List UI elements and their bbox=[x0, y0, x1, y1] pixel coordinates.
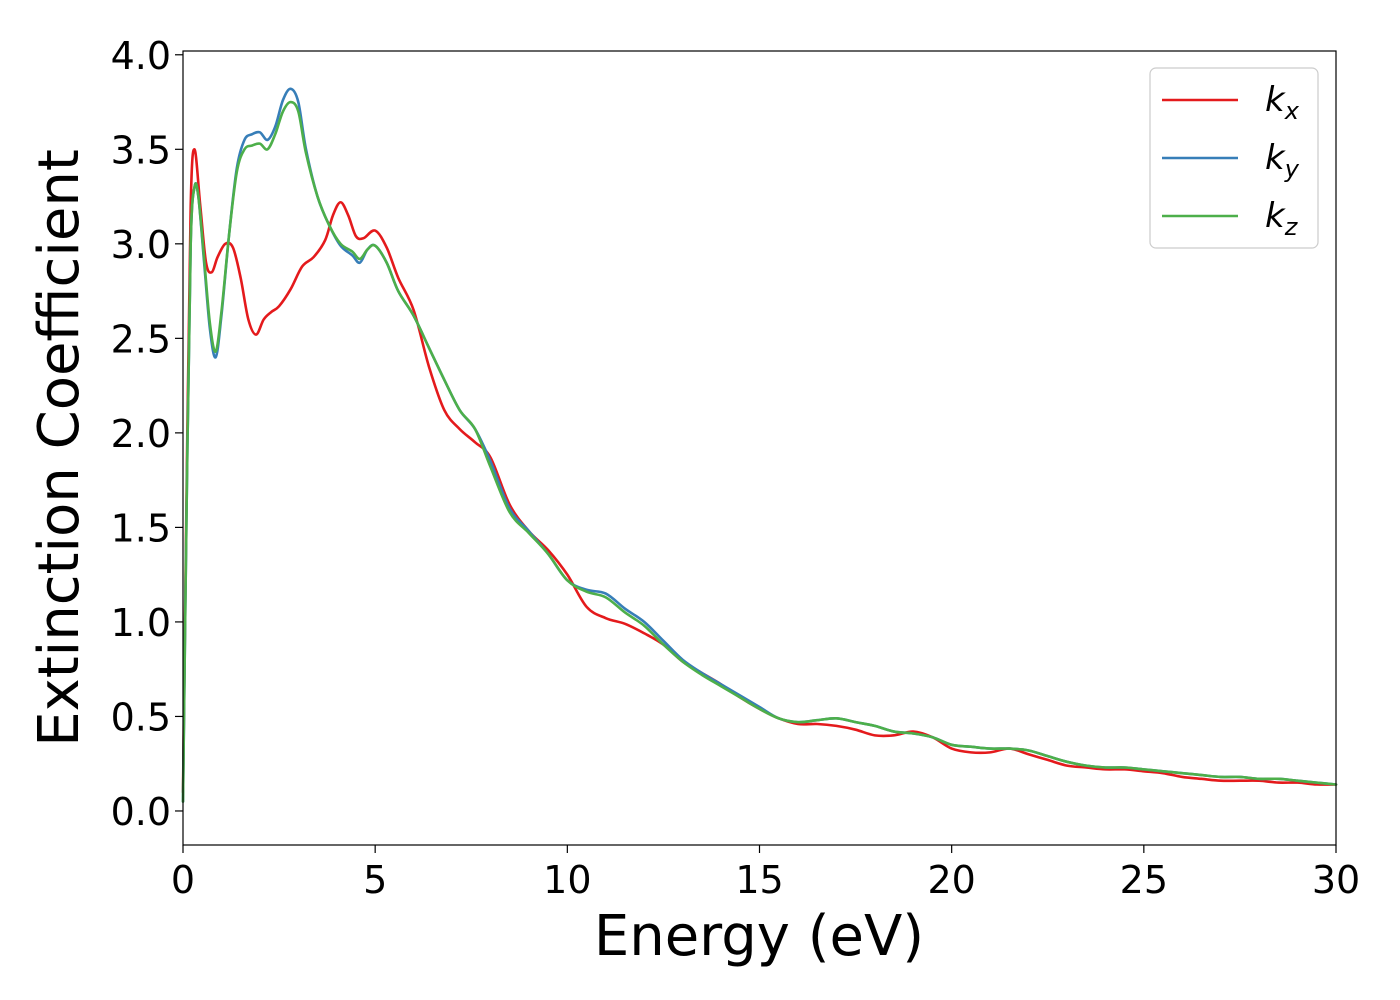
legend-label-kz: kz bbox=[1265, 196, 1299, 241]
legend-label-ky: ky bbox=[1265, 138, 1300, 183]
series-line-kx bbox=[181, 148, 1338, 794]
y-tick-label: 0.0 bbox=[111, 790, 171, 834]
x-tick-label: 10 bbox=[543, 858, 591, 902]
x-tick-label: 0 bbox=[171, 858, 195, 902]
y-tick-label: 0.5 bbox=[111, 695, 171, 739]
y-tick-label: 3.0 bbox=[111, 223, 171, 267]
y-tick-label: 1.0 bbox=[111, 601, 171, 645]
y-tick-label: 1.5 bbox=[111, 506, 171, 550]
y-axis-label: Extinction Coefficient bbox=[27, 149, 92, 747]
y-tick-label: 3.5 bbox=[111, 128, 171, 172]
legend-label-kx: kx bbox=[1265, 80, 1300, 125]
y-tick-label: 4.0 bbox=[111, 34, 171, 78]
series-layer bbox=[181, 87, 1338, 803]
x-tick-label: 20 bbox=[927, 858, 975, 902]
x-tick-label: 25 bbox=[1120, 858, 1168, 902]
legend-label-subscript: y bbox=[1284, 155, 1300, 183]
legend-label-main: k bbox=[1265, 196, 1286, 236]
x-tick-label: 15 bbox=[735, 858, 783, 902]
legend-label-main: k bbox=[1265, 138, 1286, 178]
y-tick-label: 2.0 bbox=[111, 412, 171, 456]
x-tick-label: 30 bbox=[1312, 858, 1360, 902]
legend-label-subscript: z bbox=[1284, 213, 1299, 241]
y-tick-label: 2.5 bbox=[111, 317, 171, 361]
x-axis-label: Energy (eV) bbox=[594, 904, 924, 969]
y-axis-ticks: 0.0 0.5 1.0 1.5 2.0 2.5 3.0 3.5 4.0 bbox=[111, 34, 183, 834]
plot-area bbox=[183, 51, 1336, 845]
legend-label-subscript: x bbox=[1284, 97, 1300, 125]
series-line-kz bbox=[181, 100, 1338, 803]
x-tick-label: 5 bbox=[363, 858, 387, 902]
x-axis-ticks: 0 5 10 15 20 25 30 bbox=[171, 845, 1360, 902]
legend-label-main: k bbox=[1265, 80, 1286, 120]
